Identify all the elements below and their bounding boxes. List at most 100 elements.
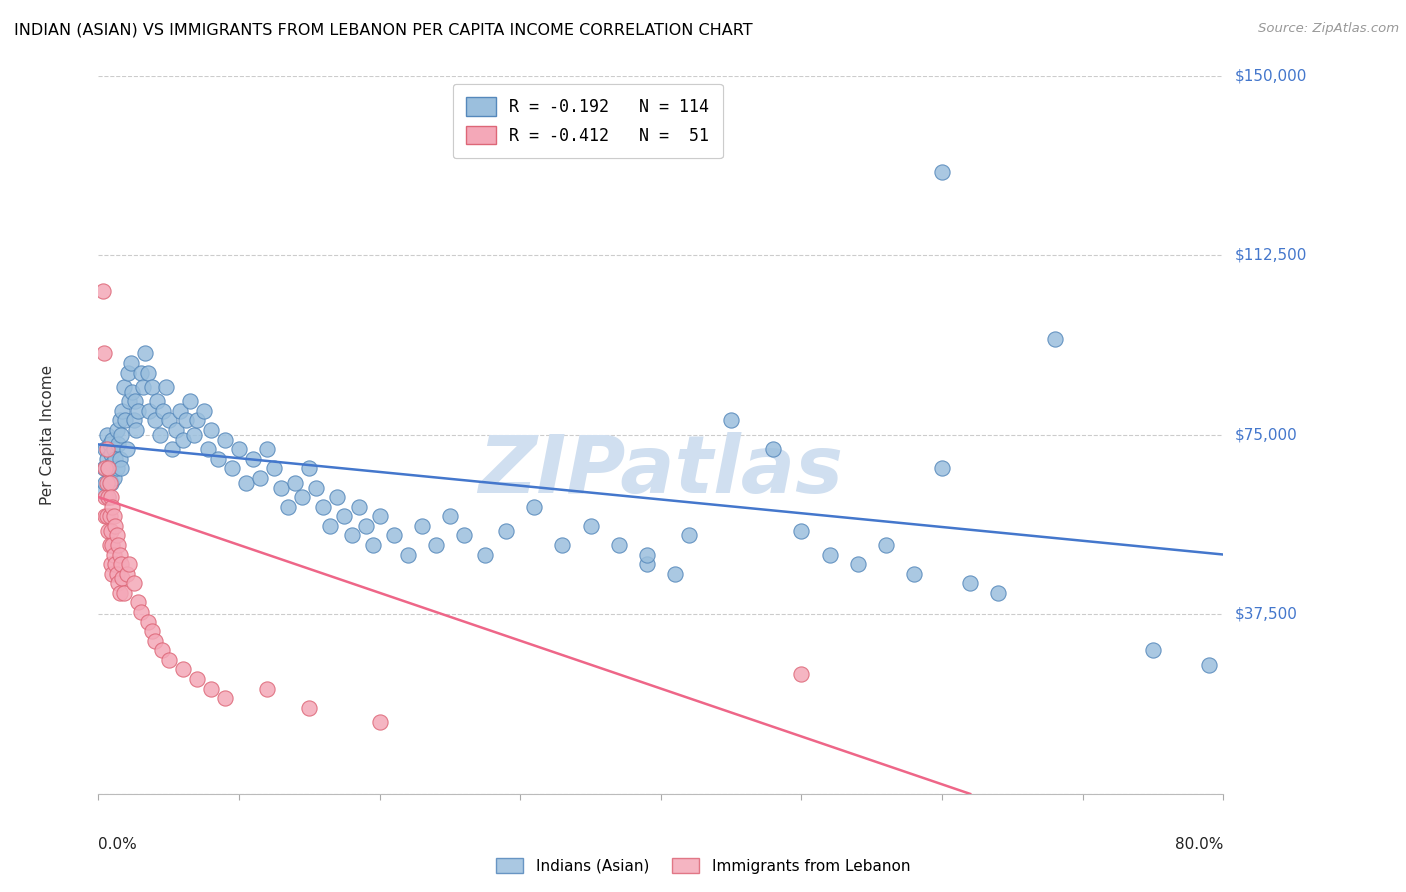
Point bbox=[136, 615, 159, 629]
Point bbox=[664, 566, 686, 581]
Point bbox=[94, 475, 117, 490]
Point bbox=[110, 557, 132, 571]
Point bbox=[931, 461, 953, 475]
Point bbox=[98, 437, 121, 451]
Point bbox=[425, 538, 447, 552]
Point bbox=[361, 538, 384, 552]
Point bbox=[720, 413, 742, 427]
Point bbox=[197, 442, 219, 457]
Point bbox=[100, 490, 122, 504]
Point bbox=[114, 413, 136, 427]
Point bbox=[411, 518, 433, 533]
Point bbox=[94, 490, 117, 504]
Point bbox=[101, 433, 124, 447]
Point bbox=[97, 524, 120, 538]
Point bbox=[129, 366, 152, 380]
Point bbox=[284, 475, 307, 490]
Point bbox=[97, 461, 120, 475]
Point bbox=[103, 442, 125, 457]
Point bbox=[790, 667, 813, 681]
Point bbox=[636, 557, 658, 571]
Point bbox=[790, 524, 813, 538]
Text: INDIAN (ASIAN) VS IMMIGRANTS FROM LEBANON PER CAPITA INCOME CORRELATION CHART: INDIAN (ASIAN) VS IMMIGRANTS FROM LEBANO… bbox=[14, 22, 752, 37]
Point bbox=[103, 509, 125, 524]
Point bbox=[118, 557, 141, 571]
Point bbox=[91, 485, 114, 500]
Point bbox=[107, 576, 129, 591]
Point bbox=[94, 442, 117, 457]
Point bbox=[959, 576, 981, 591]
Point bbox=[305, 481, 328, 495]
Point bbox=[903, 566, 925, 581]
Point bbox=[200, 681, 222, 696]
Point bbox=[121, 384, 143, 399]
Point bbox=[112, 586, 135, 600]
Point bbox=[636, 548, 658, 562]
Point bbox=[319, 518, 342, 533]
Point bbox=[104, 518, 127, 533]
Point bbox=[111, 571, 134, 585]
Text: $150,000: $150,000 bbox=[1234, 69, 1306, 83]
Point bbox=[107, 538, 129, 552]
Point bbox=[101, 500, 124, 514]
Point bbox=[149, 427, 172, 442]
Point bbox=[333, 509, 356, 524]
Point bbox=[1198, 657, 1220, 672]
Point bbox=[172, 433, 194, 447]
Point bbox=[110, 427, 132, 442]
Point bbox=[207, 451, 229, 466]
Point bbox=[93, 461, 115, 475]
Point bbox=[762, 442, 785, 457]
Point bbox=[105, 566, 128, 581]
Point bbox=[98, 538, 121, 552]
Point bbox=[298, 700, 321, 714]
Point bbox=[110, 461, 132, 475]
Point bbox=[152, 404, 174, 418]
Legend: R = -0.192   N = 114, R = -0.412   N =  51: R = -0.192 N = 114, R = -0.412 N = 51 bbox=[453, 84, 723, 158]
Point bbox=[453, 528, 475, 542]
Point bbox=[347, 500, 370, 514]
Point bbox=[118, 394, 141, 409]
Point bbox=[249, 471, 271, 485]
Point bbox=[112, 380, 135, 394]
Text: Per Capita Income: Per Capita Income bbox=[41, 365, 55, 505]
Point bbox=[277, 500, 299, 514]
Point bbox=[141, 380, 163, 394]
Point bbox=[160, 442, 183, 457]
Point bbox=[108, 451, 131, 466]
Point bbox=[132, 380, 155, 394]
Point bbox=[607, 538, 630, 552]
Point bbox=[141, 624, 163, 639]
Point bbox=[108, 548, 131, 562]
Point bbox=[105, 423, 128, 437]
Text: 0.0%: 0.0% bbox=[98, 837, 138, 852]
Point bbox=[101, 457, 124, 471]
Point bbox=[157, 413, 180, 427]
Point bbox=[326, 490, 349, 504]
Point bbox=[96, 427, 118, 442]
Point bbox=[291, 490, 314, 504]
Point bbox=[98, 509, 121, 524]
Point bbox=[172, 662, 194, 676]
Point bbox=[115, 566, 138, 581]
Point bbox=[101, 538, 124, 552]
Point bbox=[96, 475, 118, 490]
Point bbox=[368, 715, 391, 730]
Point bbox=[312, 500, 335, 514]
Point bbox=[138, 404, 160, 418]
Text: Source: ZipAtlas.com: Source: ZipAtlas.com bbox=[1258, 22, 1399, 36]
Point bbox=[108, 586, 131, 600]
Point bbox=[96, 442, 118, 457]
Point bbox=[108, 413, 131, 427]
Legend: Indians (Asian), Immigrants from Lebanon: Indians (Asian), Immigrants from Lebanon bbox=[489, 852, 917, 880]
Point bbox=[495, 524, 517, 538]
Point bbox=[98, 475, 121, 490]
Point bbox=[368, 509, 391, 524]
Point bbox=[107, 437, 129, 451]
Point bbox=[134, 346, 156, 360]
Point bbox=[91, 285, 114, 299]
Point bbox=[94, 461, 117, 475]
Text: $75,000: $75,000 bbox=[1234, 427, 1298, 442]
Point bbox=[129, 605, 152, 619]
Point bbox=[136, 366, 159, 380]
